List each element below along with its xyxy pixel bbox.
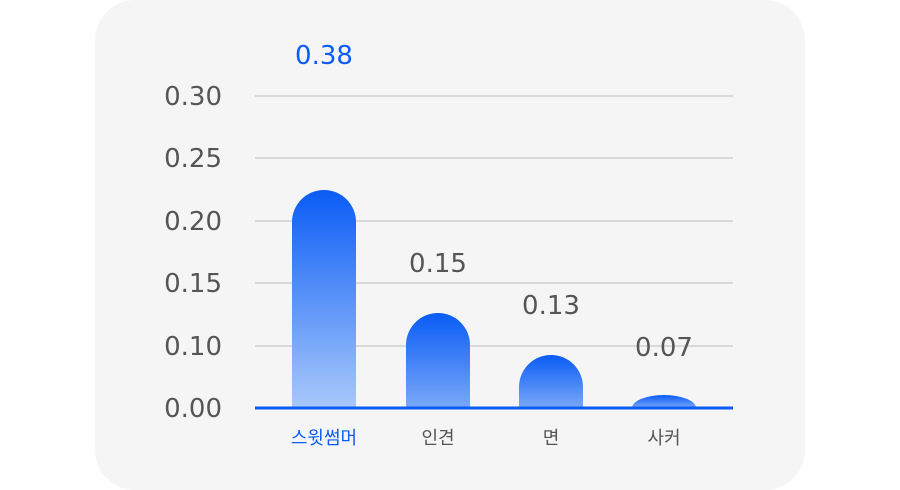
bar — [292, 190, 356, 408]
y-tick-label: 0.10 — [164, 332, 222, 362]
x-tick-label: 사커 — [647, 428, 680, 449]
data-label: 0.07 — [635, 333, 693, 363]
bar — [632, 395, 696, 408]
y-tick-label: 0.30 — [164, 82, 222, 112]
y-tick-label: 0.25 — [164, 144, 222, 174]
y-tick-label: 0.20 — [164, 207, 222, 237]
y-tick-label: 0.00 — [164, 394, 222, 424]
x-tick-label: 면 — [543, 428, 560, 449]
x-tick-label: 인견 — [421, 428, 454, 449]
bar — [406, 313, 470, 408]
x-tick-label: 스윗썸머 — [291, 428, 357, 449]
data-label: 0.38 — [295, 41, 353, 71]
bar — [519, 355, 583, 408]
data-label: 0.13 — [522, 291, 580, 321]
data-label: 0.15 — [409, 249, 467, 279]
y-tick-label: 0.15 — [164, 269, 222, 299]
